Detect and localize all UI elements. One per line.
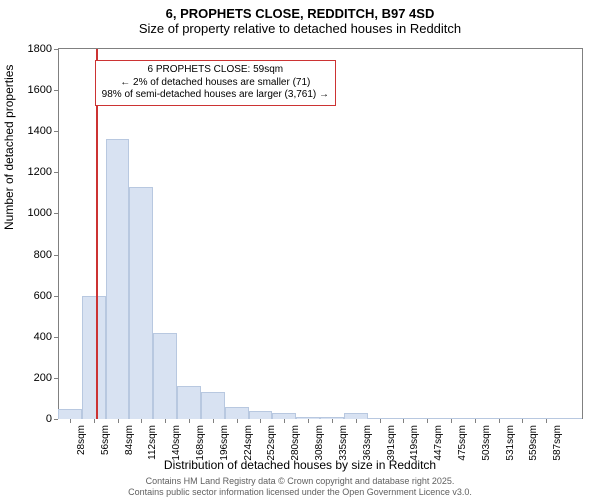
x-tick-mark xyxy=(189,419,190,423)
histogram-bar xyxy=(106,139,130,419)
histogram-bar xyxy=(129,187,153,419)
x-tick-label: 335sqm xyxy=(336,425,349,461)
x-tick-label: 224sqm xyxy=(241,425,254,461)
y-axis-line xyxy=(58,49,59,419)
x-tick-mark xyxy=(403,419,404,423)
x-tick-label: 140sqm xyxy=(169,425,182,461)
x-tick-mark xyxy=(141,419,142,423)
histogram-bar xyxy=(225,407,249,419)
x-tick-label: 280sqm xyxy=(288,425,301,461)
y-tick-mark xyxy=(54,419,58,420)
x-tick-label: 252sqm xyxy=(264,425,277,461)
x-tick-label: 196sqm xyxy=(217,425,230,461)
x-tick-label: 84sqm xyxy=(122,425,135,455)
x-tick-mark xyxy=(451,419,452,423)
footer-line-1: Contains HM Land Registry data © Crown c… xyxy=(0,476,600,487)
y-tick-mark xyxy=(54,90,58,91)
footer-attribution: Contains HM Land Registry data © Crown c… xyxy=(0,476,600,498)
y-tick-mark xyxy=(54,172,58,173)
footer-line-2: Contains public sector information licen… xyxy=(0,487,600,498)
y-tick-mark xyxy=(54,49,58,50)
x-tick-mark xyxy=(427,419,428,423)
x-tick-label: 28sqm xyxy=(74,425,87,455)
x-tick-mark xyxy=(284,419,285,423)
x-tick-label: 559sqm xyxy=(526,425,539,461)
y-tick-mark xyxy=(54,296,58,297)
x-tick-mark xyxy=(332,419,333,423)
x-tick-label: 531sqm xyxy=(503,425,516,461)
plot-area: 02004006008001000120014001600180028sqm56… xyxy=(58,48,583,419)
chart-container: 6, PROPHETS CLOSE, REDDITCH, B97 4SD Siz… xyxy=(0,0,600,500)
y-axis-label: Number of detached properties xyxy=(2,65,16,230)
chart-title: 6, PROPHETS CLOSE, REDDITCH, B97 4SD xyxy=(0,0,600,21)
x-tick-mark xyxy=(356,419,357,423)
histogram-bar xyxy=(58,409,82,419)
histogram-bar xyxy=(558,418,582,419)
x-tick-label: 308sqm xyxy=(312,425,325,461)
histogram-bar xyxy=(177,386,201,419)
x-tick-mark xyxy=(94,419,95,423)
x-tick-mark xyxy=(260,419,261,423)
y-tick-mark xyxy=(54,131,58,132)
annotation-callout: 6 PROPHETS CLOSE: 59sqm← 2% of detached … xyxy=(95,60,336,106)
x-tick-mark xyxy=(499,419,500,423)
x-tick-label: 503sqm xyxy=(479,425,492,461)
x-tick-mark xyxy=(118,419,119,423)
x-tick-mark xyxy=(522,419,523,423)
histogram-bar xyxy=(82,296,106,419)
x-tick-mark xyxy=(546,419,547,423)
y-tick-mark xyxy=(54,255,58,256)
x-tick-label: 363sqm xyxy=(360,425,373,461)
x-tick-label: 419sqm xyxy=(407,425,420,461)
x-tick-mark xyxy=(237,419,238,423)
x-tick-label: 587sqm xyxy=(550,425,563,461)
x-tick-label: 475sqm xyxy=(455,425,468,461)
y-tick-mark xyxy=(54,213,58,214)
x-tick-mark xyxy=(308,419,309,423)
x-axis-label: Distribution of detached houses by size … xyxy=(0,458,600,472)
x-tick-mark xyxy=(380,419,381,423)
x-tick-mark xyxy=(165,419,166,423)
x-tick-mark xyxy=(475,419,476,423)
chart-subtitle: Size of property relative to detached ho… xyxy=(0,21,600,40)
y-tick-mark xyxy=(54,337,58,338)
x-tick-label: 391sqm xyxy=(384,425,397,461)
histogram-bar xyxy=(249,411,273,419)
x-tick-label: 56sqm xyxy=(98,425,111,455)
x-tick-label: 112sqm xyxy=(145,425,158,460)
x-tick-label: 168sqm xyxy=(193,425,206,461)
y-tick-mark xyxy=(54,378,58,379)
histogram-bar xyxy=(201,392,225,419)
annotation-line: 6 PROPHETS CLOSE: 59sqm xyxy=(102,64,329,77)
x-tick-mark xyxy=(213,419,214,423)
annotation-line: 98% of semi-detached houses are larger (… xyxy=(102,89,329,102)
annotation-line: ← 2% of detached houses are smaller (71) xyxy=(102,77,329,90)
x-tick-label: 447sqm xyxy=(431,425,444,461)
histogram-bar xyxy=(153,333,177,419)
x-tick-mark xyxy=(70,419,71,423)
